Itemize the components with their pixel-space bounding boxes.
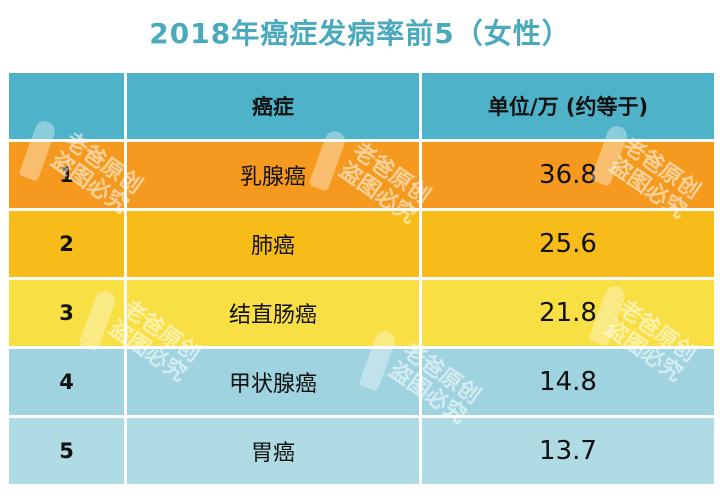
header-unit: 单位/万 (约等于) bbox=[419, 70, 717, 142]
row-rank: 4 bbox=[6, 346, 127, 418]
cancer-incidence-table: 癌症 单位/万 (约等于) 1 乳腺癌 36.8 2 肺癌 25.6 3 结直肠… bbox=[6, 70, 717, 487]
row-value: 21.8 bbox=[419, 277, 717, 349]
row-rank: 1 bbox=[6, 139, 127, 211]
cancer-table-container: 癌症 单位/万 (约等于) 1 乳腺癌 36.8 2 肺癌 25.6 3 结直肠… bbox=[6, 70, 717, 500]
row-rank: 3 bbox=[6, 277, 127, 349]
table-row: 4 甲状腺癌 14.8 bbox=[6, 346, 717, 418]
row-rank: 5 bbox=[6, 415, 127, 487]
page-title: 2018年癌症发病率前5（女性） bbox=[149, 17, 571, 50]
table-header-row: 癌症 单位/万 (约等于) bbox=[6, 70, 717, 142]
row-rank: 2 bbox=[6, 208, 127, 280]
row-cancer: 肺癌 bbox=[124, 208, 422, 280]
row-cancer: 胃癌 bbox=[124, 415, 422, 487]
row-value: 13.7 bbox=[419, 415, 717, 487]
header-rank bbox=[6, 70, 127, 142]
row-value: 14.8 bbox=[419, 346, 717, 418]
row-cancer: 甲状腺癌 bbox=[124, 346, 422, 418]
row-value: 25.6 bbox=[419, 208, 717, 280]
table-row: 5 胃癌 13.7 bbox=[6, 415, 717, 487]
row-cancer: 结直肠癌 bbox=[124, 277, 422, 349]
table-row: 2 肺癌 25.6 bbox=[6, 208, 717, 280]
row-cancer: 乳腺癌 bbox=[124, 139, 422, 211]
table-row: 3 结直肠癌 21.8 bbox=[6, 277, 717, 349]
table-row: 1 乳腺癌 36.8 bbox=[6, 139, 717, 211]
row-value: 36.8 bbox=[419, 139, 717, 211]
header-cancer: 癌症 bbox=[124, 70, 422, 142]
